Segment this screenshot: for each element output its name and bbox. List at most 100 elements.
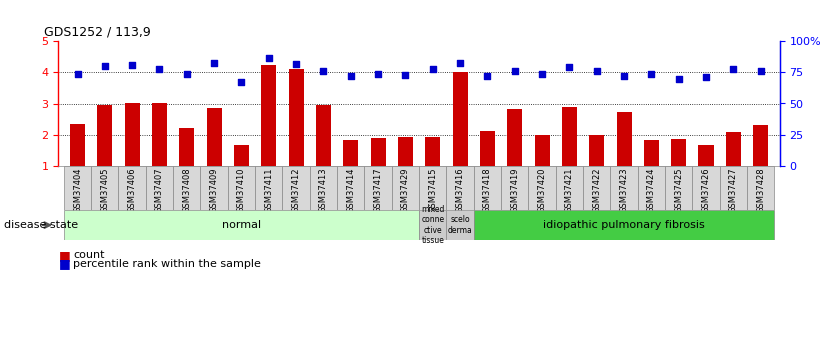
Bar [671, 139, 686, 166]
Text: count: count [73, 250, 105, 260]
Text: mixed
conne
ctive
tissue: mixed conne ctive tissue [421, 205, 445, 245]
Point [71, 71, 84, 77]
Bar [453, 72, 468, 166]
Bar [98, 105, 113, 166]
Bar [173, 166, 200, 210]
Bar [501, 166, 529, 210]
Point [208, 60, 221, 65]
Bar [644, 140, 659, 166]
Text: GSM37413: GSM37413 [319, 168, 328, 214]
Bar [446, 210, 474, 240]
Point [590, 68, 603, 74]
Point [480, 73, 494, 79]
Bar [535, 135, 550, 166]
Text: disease state: disease state [4, 220, 78, 230]
Text: GSM37405: GSM37405 [100, 168, 109, 213]
Text: GSM37424: GSM37424 [647, 168, 656, 213]
Bar [507, 109, 522, 166]
Bar [316, 105, 331, 166]
Point [617, 73, 631, 79]
Point [645, 71, 658, 77]
Bar [474, 210, 774, 240]
Point [125, 62, 138, 68]
Text: scelo
derma: scelo derma [448, 215, 472, 235]
Bar [480, 131, 495, 166]
Bar [370, 138, 385, 166]
Point [454, 60, 467, 65]
Bar [474, 166, 501, 210]
Point [399, 72, 412, 78]
Bar [179, 128, 194, 166]
Text: GSM37414: GSM37414 [346, 168, 355, 213]
Point [153, 66, 166, 71]
Bar [283, 166, 309, 210]
Text: GSM37407: GSM37407 [155, 168, 164, 214]
Text: ■: ■ [58, 257, 70, 270]
Bar [207, 108, 222, 166]
Point [563, 65, 576, 70]
Point [672, 76, 686, 81]
Point [262, 55, 275, 60]
Text: percentile rank within the sample: percentile rank within the sample [73, 259, 261, 269]
Bar [337, 166, 364, 210]
Bar [747, 166, 774, 210]
Text: idiopathic pulmonary fibrosis: idiopathic pulmonary fibrosis [543, 220, 705, 230]
Bar [364, 166, 392, 210]
Point [754, 68, 767, 74]
Text: GSM37409: GSM37409 [209, 168, 219, 213]
Bar [638, 166, 665, 210]
Bar [726, 132, 741, 166]
Bar [309, 166, 337, 210]
Bar [70, 124, 85, 166]
Bar [425, 137, 440, 166]
Text: ■: ■ [58, 249, 70, 262]
Bar [152, 104, 167, 166]
Bar [344, 140, 359, 166]
Text: normal: normal [222, 220, 261, 230]
Point [426, 66, 440, 71]
Text: GSM37415: GSM37415 [428, 168, 437, 213]
Point [726, 66, 740, 71]
Bar [255, 166, 283, 210]
Bar [261, 65, 276, 166]
Bar [289, 69, 304, 166]
Point [535, 71, 549, 77]
Bar [398, 137, 413, 166]
Text: GSM37422: GSM37422 [592, 168, 601, 213]
Bar [720, 166, 747, 210]
Text: GSM37421: GSM37421 [565, 168, 574, 213]
Text: GSM37410: GSM37410 [237, 168, 246, 213]
Bar [146, 166, 173, 210]
Text: GSM37427: GSM37427 [729, 168, 738, 214]
Bar [753, 125, 768, 166]
Point [289, 61, 303, 67]
Text: GSM37411: GSM37411 [264, 168, 274, 213]
Bar [446, 166, 474, 210]
Bar [392, 166, 420, 210]
Bar [200, 166, 228, 210]
Bar [228, 166, 255, 210]
Bar [692, 166, 720, 210]
Text: GSM37416: GSM37416 [455, 168, 465, 214]
Text: GSM37429: GSM37429 [401, 168, 410, 213]
Bar [420, 166, 446, 210]
Bar [420, 210, 446, 240]
Bar [64, 210, 420, 240]
Point [317, 68, 330, 74]
Bar [589, 135, 604, 166]
Point [700, 75, 713, 80]
Text: GSM37412: GSM37412 [292, 168, 300, 213]
Bar [118, 166, 146, 210]
Text: GSM37425: GSM37425 [674, 168, 683, 213]
Text: GSM37418: GSM37418 [483, 168, 492, 214]
Point [508, 68, 521, 74]
Text: GSM37417: GSM37417 [374, 168, 383, 214]
Bar [64, 166, 91, 210]
Point [235, 80, 249, 85]
Text: GSM37404: GSM37404 [73, 168, 82, 213]
Bar [555, 166, 583, 210]
Text: GSM37420: GSM37420 [538, 168, 546, 213]
Text: GSM37423: GSM37423 [620, 168, 629, 214]
Bar [529, 166, 555, 210]
Bar [699, 146, 714, 166]
